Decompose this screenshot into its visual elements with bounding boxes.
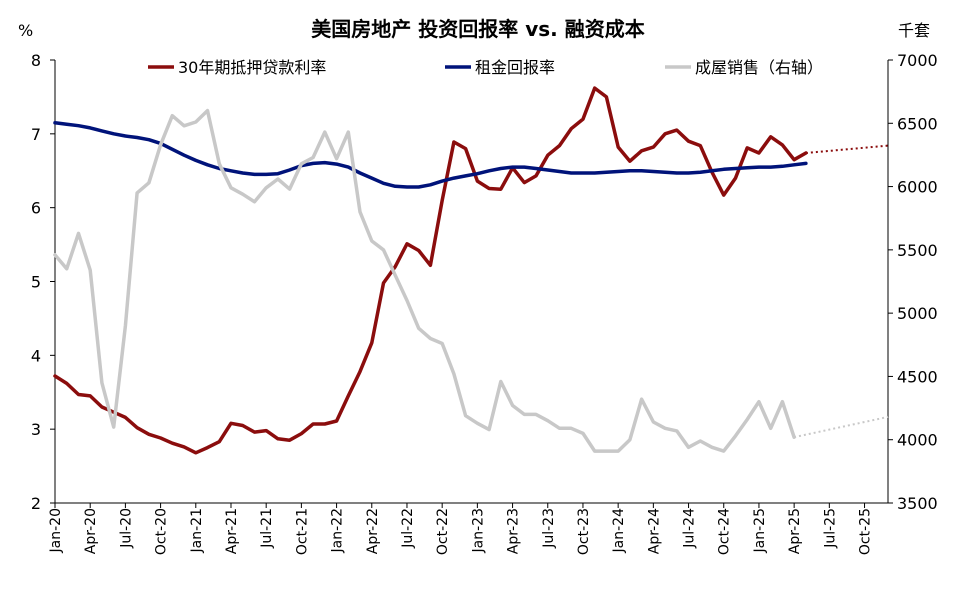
left-tick-label: 5 (31, 273, 41, 292)
right-axis-unit: 千套 (898, 21, 930, 40)
right-tick-label: 6000 (897, 178, 938, 197)
x-tick-label: Apr-20 (83, 508, 99, 554)
right-tick-label: 5000 (897, 304, 938, 323)
right-tick-label: 6500 (897, 114, 938, 133)
right-tick-label: 5500 (897, 241, 938, 260)
right-tick-label: 3500 (897, 494, 938, 513)
x-tick-label: Apr-23 (506, 508, 522, 554)
x-tick-label: Jul-23 (541, 508, 557, 549)
x-tick-label: Jul-22 (400, 508, 416, 549)
x-tick-label: Apr-25 (787, 508, 803, 554)
left-tick-label: 3 (31, 420, 41, 439)
left-tick-label: 8 (31, 51, 41, 70)
right-tick-label: 7000 (897, 51, 938, 70)
forecast-line (805, 144, 889, 154)
x-tick-label: Jan-21 (189, 508, 205, 553)
x-tick-label: Oct-24 (717, 508, 733, 555)
x-tick-label: Jul-25 (822, 508, 838, 549)
axes-layer: 2 3 4 5 6 7 8 3500 4000 4500 5000 5500 6000 6500 7000 J… (31, 51, 938, 555)
series-line (53, 108, 796, 453)
x-tick-label: Jan-24 (611, 508, 627, 554)
left-tick-label: 4 (31, 346, 41, 365)
x-tick-label: Apr-21 (224, 508, 240, 554)
legend: 30年期抵押贷款利率 租金回报率 成屋销售（右轴） (148, 58, 823, 77)
left-tick-label: 7 (31, 125, 41, 144)
x-tick-label: Oct-21 (294, 508, 310, 555)
x-tick-label: Oct-25 (858, 508, 874, 555)
series-line (53, 86, 808, 455)
x-tick-label: Oct-23 (576, 508, 592, 555)
left-axis-unit: % (18, 21, 33, 40)
x-tick-label: Apr-24 (646, 508, 662, 554)
x-tick-label: Jul-24 (682, 508, 698, 549)
forecast-line (793, 415, 889, 439)
x-tick-label: Jan-23 (470, 508, 486, 553)
chart-title: 美国房地产 投资回报率 vs. 融资成本 (311, 17, 644, 41)
x-tick-label: Jan-25 (752, 508, 768, 553)
x-tick-label: Jul-21 (259, 508, 275, 549)
x-tick-label: Oct-22 (435, 508, 451, 555)
legend-label: 30年期抵押贷款利率 (178, 58, 326, 77)
legend-label: 成屋销售（右轴） (695, 58, 823, 77)
left-tick-label: 6 (31, 199, 41, 218)
series-layer (53, 86, 889, 455)
right-tick-label: 4000 (897, 431, 938, 450)
x-tick-label: Oct-20 (154, 508, 170, 555)
left-tick-label: 2 (31, 494, 41, 513)
x-tick-label: Jan-20 (48, 508, 64, 553)
legend-label: 租金回报率 (475, 58, 555, 77)
x-tick-label: Jan-22 (330, 508, 346, 553)
x-tick-label: Jul-20 (118, 508, 134, 549)
x-tick-label: Apr-22 (365, 508, 381, 554)
series-line (53, 121, 808, 189)
right-tick-label: 4500 (897, 367, 938, 386)
